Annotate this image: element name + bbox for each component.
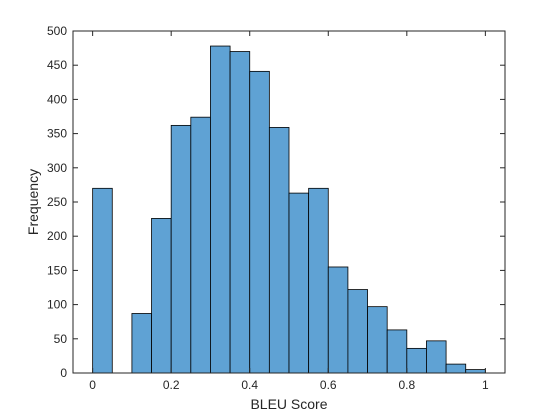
y-tick-label: 250 — [47, 195, 67, 209]
histogram-bar — [406, 347, 427, 374]
x-axis-label: BLEU Score — [250, 396, 327, 412]
histogram-bar — [426, 340, 447, 374]
y-axis-label: Frequency — [25, 169, 41, 235]
histogram-bar — [288, 192, 310, 374]
y-axis-ticks: 0 50 100 150 200 250 300 350 400 450 500 — [47, 24, 505, 380]
histogram-bar — [465, 369, 486, 374]
histogram-bar — [268, 127, 290, 374]
y-tick-label: 400 — [47, 92, 67, 106]
histogram-bar — [210, 45, 231, 374]
x-tick-label: 0.8 — [398, 378, 415, 392]
histogram-bar — [347, 289, 368, 374]
histogram-bar — [386, 329, 408, 374]
histogram-bar — [249, 70, 270, 374]
x-tick-label: 0.6 — [320, 378, 337, 392]
y-tick-label: 300 — [47, 161, 67, 175]
histogram-bar — [92, 187, 113, 374]
y-tick-label: 0 — [60, 366, 67, 380]
histogram-bar — [229, 51, 251, 374]
y-tick-label: 50 — [54, 332, 68, 346]
histogram-bar — [367, 306, 388, 374]
histogram-bar — [190, 116, 211, 374]
x-tick-label: 0.2 — [163, 378, 180, 392]
x-tick-label: 1 — [482, 378, 489, 392]
y-tick-label: 450 — [47, 58, 67, 72]
y-tick-label: 150 — [47, 263, 67, 277]
x-tick-label: 0.4 — [241, 378, 258, 392]
histogram-bar — [308, 187, 329, 374]
histogram-bar — [151, 218, 172, 374]
y-tick-label: 200 — [47, 229, 67, 243]
bars-group — [92, 45, 486, 374]
histogram-bar — [327, 266, 349, 374]
y-tick-label: 350 — [47, 127, 67, 141]
x-axis-ticks: 0 0.2 0.4 0.6 0.8 1 — [89, 31, 489, 392]
y-tick-label: 500 — [47, 24, 67, 38]
histogram-bar — [445, 363, 467, 374]
histogram-bar — [170, 124, 192, 374]
y-tick-label: 100 — [47, 298, 67, 312]
x-tick-label: 0 — [89, 378, 96, 392]
histogram-bar — [131, 313, 152, 374]
